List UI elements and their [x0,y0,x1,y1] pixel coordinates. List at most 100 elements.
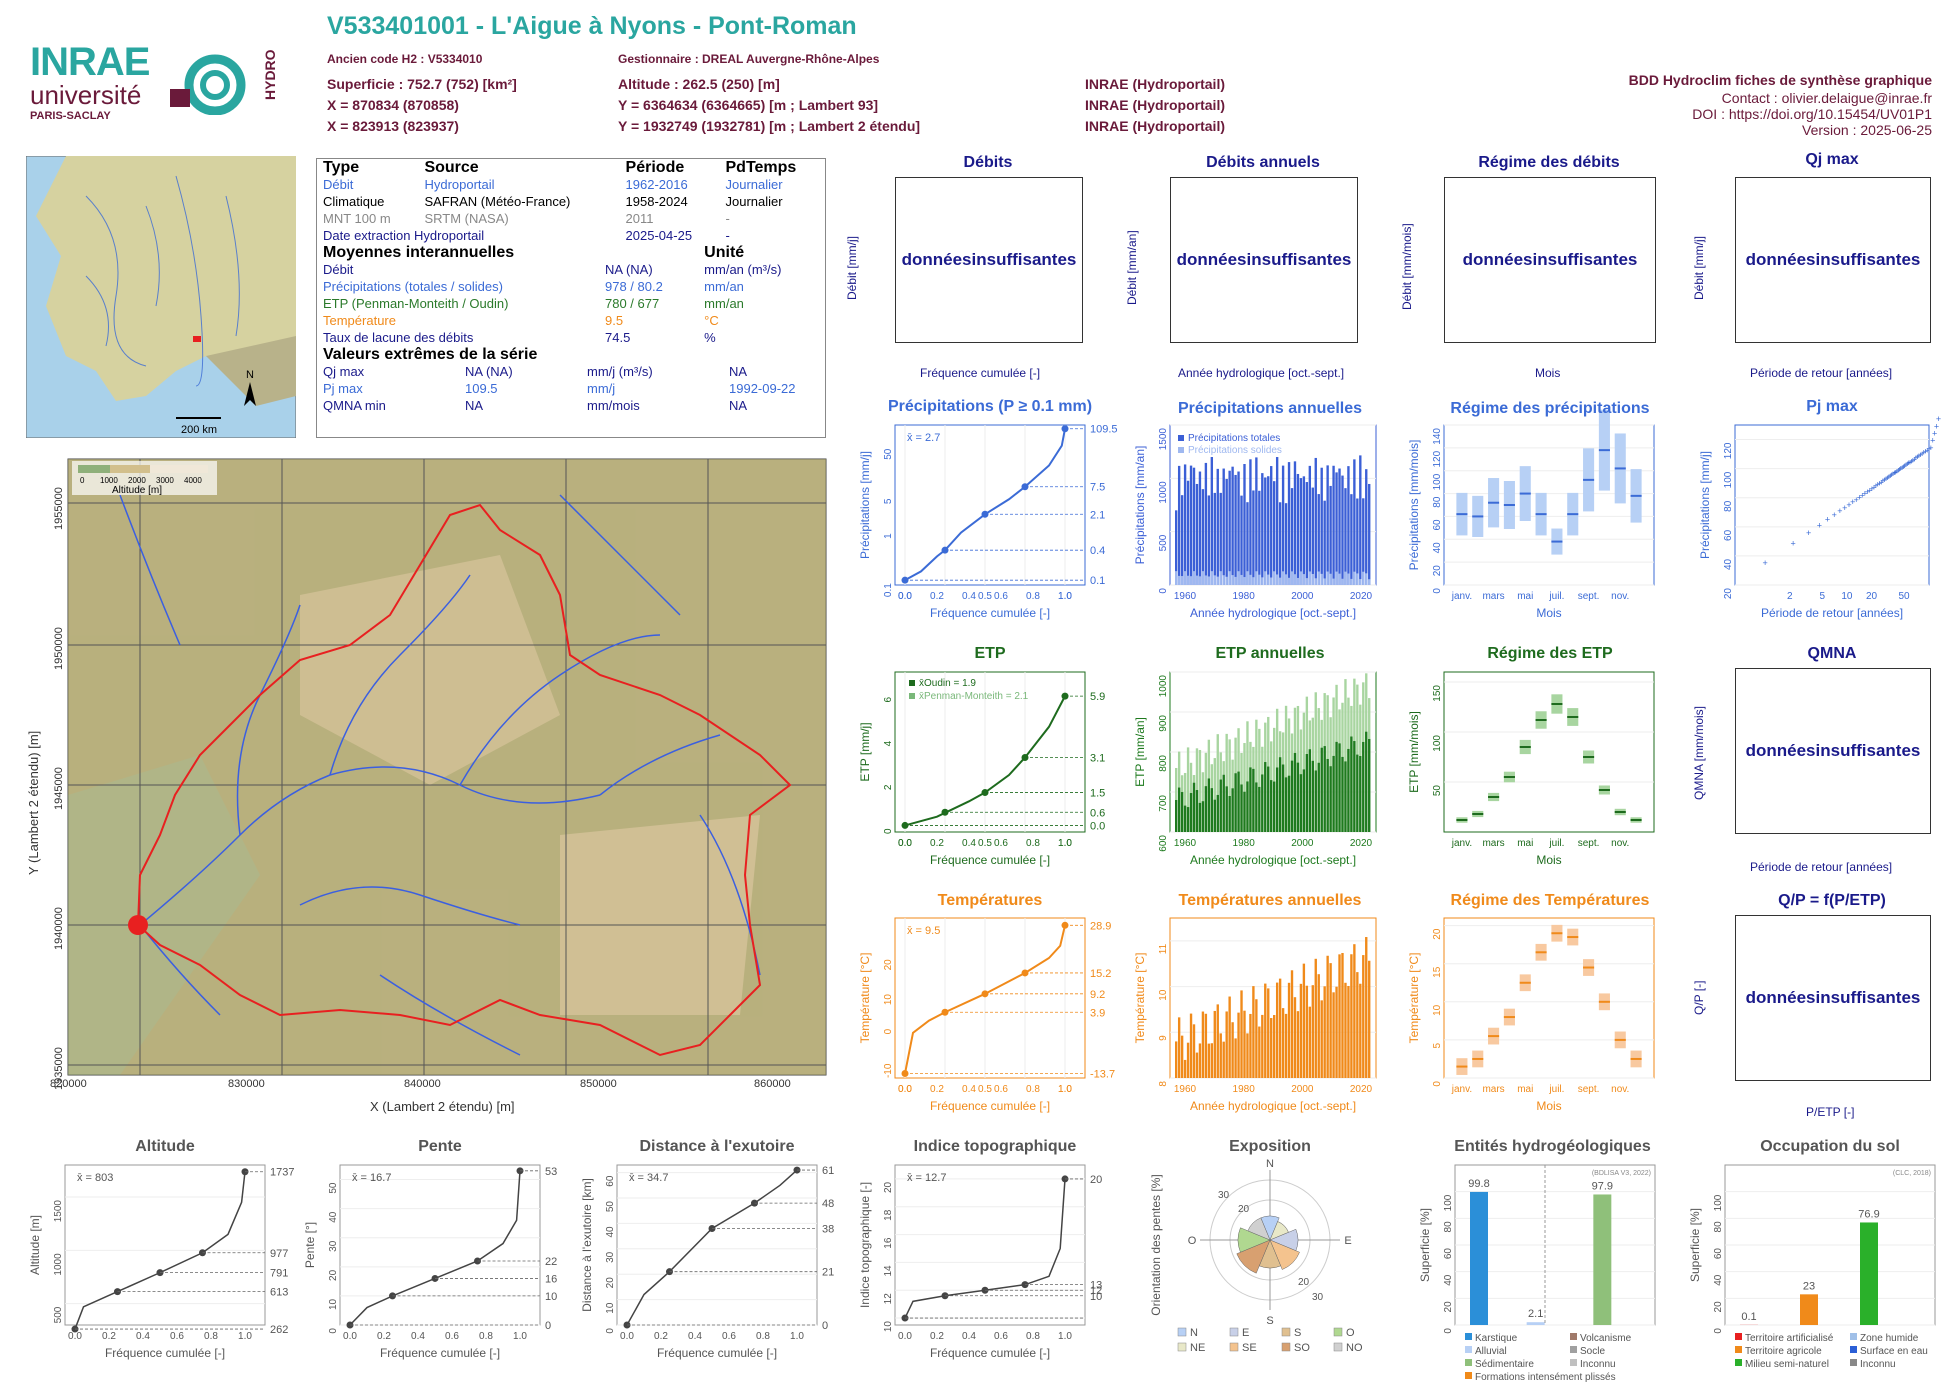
occup-bar [1860,1222,1878,1325]
hydrogeo-ylabel: Superficie [%] [1418,1208,1432,1282]
precip-an-bar [1344,488,1347,585]
tick-label: 1.0 [1058,1084,1072,1095]
tick-label: 700 [1158,795,1169,812]
tick-label: 100 [1713,1194,1724,1211]
regime-deb-title: Régime des débits [1478,154,1620,171]
pjmax-point: + [1791,539,1796,549]
precip-an-bar [1180,495,1184,585]
precip-an-snow-bar [1252,577,1255,585]
precip-an-snow-bar [1341,578,1344,585]
temp-an-bar [1264,983,1267,1078]
pjmax-point: + [1867,485,1872,495]
doi-link[interactable]: DOI : https://doi.org/10.15454/UV01P1 [1692,106,1932,122]
precip-an-snow-bar [1258,574,1261,585]
etp-an-bar [1231,788,1234,832]
pjmax-point: + [1837,506,1842,516]
temp-an-bar [1299,983,1303,1078]
tick-label: 0.2 [930,838,944,849]
etp-an-bar2 [1255,719,1258,832]
precip-an-snow-bar [1344,571,1347,585]
temp-an-bar [1195,1052,1199,1078]
temp-an-bar [1320,1000,1323,1078]
precip-an-snow-bar [1299,571,1303,585]
precip-an-snow-bar [1356,573,1359,585]
map-xtick: 860000 [754,1078,791,1090]
tick-label: 1000 [53,1253,64,1276]
precip-an-snow-bar [1225,576,1228,585]
tick-label: 0.4 [962,591,976,602]
right-label: 0 [545,1320,551,1332]
legend-swatch [1465,1346,1472,1353]
pjmax-point: + [1877,478,1882,488]
etp-an-bar2 [1186,747,1190,832]
tick-label: 500 [53,1306,64,1323]
tick-label: 1000 [1158,675,1169,698]
etp-an-bar2 [1284,705,1288,832]
precip-an-bar [1365,469,1368,585]
tick-label: 10 [605,1302,616,1314]
pjmax-point: + [1886,472,1891,482]
tick-label: 0.0 [898,591,912,602]
temp-an-bar [1258,1026,1261,1078]
precip-an-bar [1278,502,1282,585]
pjmax-point: + [1846,500,1851,510]
precip-an-snow-bar [1216,576,1219,585]
catchment-map[interactable]: 0 1000 2000 3000 4000 Altitude [m] 82000… [0,455,840,1135]
tick-label: 20 [883,1181,894,1193]
regime-etp-ylabel: ETP [mm/mois] [1407,711,1421,793]
precip-an-bar [1210,457,1214,585]
temp-an-bar [1329,963,1332,1078]
etp-an-bar2 [1314,692,1317,832]
etp-an-bar [1332,755,1335,832]
etp-an-bar [1326,758,1329,832]
tick-label: 50 [605,1201,616,1213]
hydrogeo-bar [1593,1194,1612,1325]
etp-an-xlabel: Année hydrologique [oct.-sept.] [1190,853,1356,867]
temp-an-bar [1335,986,1338,1078]
tick-label: 0.4 [136,1331,150,1342]
right-label: 22 [545,1256,557,1268]
temp-mean: x̄ = 9.5 [907,925,940,937]
etp-an-bar [1246,781,1249,832]
precip-an-snow-bar [1320,573,1323,585]
map-ytick: 1950000 [53,627,65,670]
tick-label: sept. [1578,1084,1600,1095]
pjmax-point: + [1894,466,1899,476]
precip-an-snow-bar [1281,571,1285,585]
etp-an-bar2 [1228,739,1231,832]
precip-an-snow-bar [1255,571,1258,585]
etp-an-bar [1252,768,1255,832]
etp-an-bar [1183,805,1187,832]
right-label: 7.5 [1090,482,1105,494]
etp-an-bar [1311,760,1314,832]
pjmax-point: + [1898,464,1903,474]
temp-an-bar [1305,985,1309,1078]
tick-label: 2020 [1350,591,1373,602]
pjmax-point: + [1912,454,1917,464]
etp-an-bar [1347,748,1350,832]
temp-an-bar [1317,974,1320,1078]
precip-an-bar [1311,487,1314,585]
north-label: N [246,369,254,381]
regime-deb-placeholder: données insuffisantes [1444,177,1656,343]
tick-label: 0.6 [994,1331,1008,1342]
right-label: 28.9 [1090,920,1111,932]
precip-an-snow-bar [1323,578,1326,585]
etp-an-bar [1317,762,1320,832]
expo-legend-O: O [1346,1327,1355,1339]
pjmax-point: + [1903,460,1908,470]
tick-label: 1.0 [1058,1331,1072,1342]
precip-an-leg1: Précipitations totales [1188,433,1280,444]
tick-label: 2020 [1350,838,1373,849]
pjmax-point: + [1871,482,1876,492]
temp-an-bar [1332,992,1335,1078]
regime-t-xlabel: Mois [1536,1099,1561,1113]
etp-an-bar [1290,760,1294,832]
alt-xlabel: Fréquence cumulée [-] [105,1346,225,1360]
right-label: 48 [822,1198,834,1210]
etp-an-bar [1219,779,1222,832]
debits-placeholder: données insuffisantes [895,177,1083,343]
precip-an-snow-bar [1228,571,1231,585]
etp-an-bar [1175,800,1178,832]
temp-an-bar [1341,952,1344,1078]
